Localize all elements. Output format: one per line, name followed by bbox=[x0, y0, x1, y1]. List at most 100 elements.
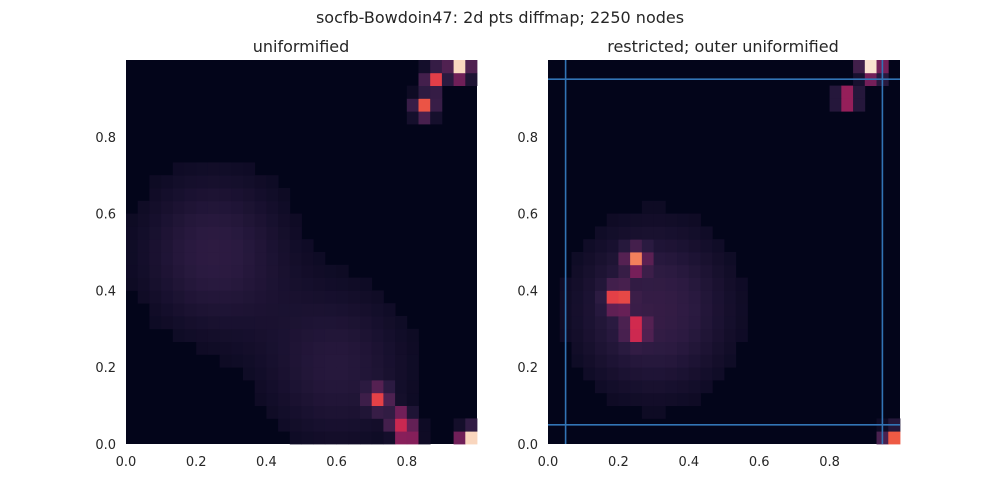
right-heatmap-cell bbox=[665, 316, 678, 330]
left-heatmap-cell bbox=[383, 316, 396, 330]
left-heatmap-cell bbox=[289, 213, 302, 227]
left-heatmap-cell bbox=[348, 380, 361, 394]
right-heatmap-cell bbox=[712, 328, 725, 342]
right-heatmap-cell bbox=[677, 341, 690, 355]
right-heatmap-cell bbox=[571, 316, 584, 330]
left-heatmap-cell bbox=[126, 226, 139, 240]
left-heatmap-cell bbox=[289, 405, 302, 419]
left-heatmap-cell bbox=[149, 252, 162, 266]
left-heatmap-cell bbox=[289, 252, 302, 266]
left-heatmap-cell bbox=[360, 431, 373, 445]
right-heatmap-cell bbox=[724, 252, 737, 266]
right-heatmap-cell bbox=[618, 354, 631, 368]
left-heatmap-cell bbox=[313, 418, 326, 432]
left-heatmap-cell bbox=[301, 431, 314, 445]
left-heatmap-cell bbox=[278, 200, 291, 214]
left-heatmap-cell bbox=[231, 277, 244, 291]
right-heatmap-cell bbox=[618, 277, 631, 291]
left-heatmap-cell bbox=[278, 213, 291, 227]
left-x-tick-label: 0.0 bbox=[116, 455, 137, 470]
left-x-tick-label: 0.4 bbox=[256, 455, 277, 470]
left-heatmap-cell bbox=[278, 392, 291, 406]
left-heatmap-cell bbox=[418, 60, 431, 74]
left-heatmap-cell bbox=[395, 328, 408, 342]
right-heatmap-cell bbox=[583, 341, 596, 355]
left-panel-title: uniformified bbox=[253, 37, 350, 56]
left-heatmap-cell bbox=[324, 418, 337, 432]
left-heatmap-cell bbox=[243, 354, 256, 368]
left-heatmap-cell bbox=[348, 303, 361, 317]
left-heatmap-cell bbox=[219, 341, 232, 355]
right-heatmap-cell bbox=[571, 354, 584, 368]
right-heatmap-cell bbox=[571, 252, 584, 266]
left-heatmap-cell bbox=[149, 264, 162, 278]
left-heatmap-cell bbox=[243, 290, 256, 304]
left-heatmap-cell bbox=[196, 239, 209, 253]
right-heatmap-cell bbox=[712, 367, 725, 381]
left-heatmap-cell bbox=[383, 405, 396, 419]
right-heatmap-cell bbox=[700, 341, 713, 355]
left-heatmap-cell bbox=[406, 85, 419, 99]
left-heatmap-cell bbox=[207, 200, 220, 214]
right-heatmap-cell bbox=[724, 316, 737, 330]
right-heatmap-cell bbox=[700, 277, 713, 291]
right-heatmap-cell bbox=[735, 277, 748, 291]
right-heatmap-cell bbox=[677, 380, 690, 394]
left-x-tick-label: 0.2 bbox=[186, 455, 207, 470]
right-heatmap-cell bbox=[688, 392, 701, 406]
left-heatmap-cell bbox=[336, 264, 349, 278]
left-heatmap-cell bbox=[371, 380, 384, 394]
right-heatmap-cell bbox=[618, 341, 631, 355]
left-heatmap-cell bbox=[172, 162, 185, 176]
left-heatmap-cell bbox=[184, 213, 197, 227]
right-x-tick-label: 0.2 bbox=[608, 455, 629, 470]
left-heatmap-cell bbox=[313, 380, 326, 394]
left-heatmap-cell bbox=[266, 405, 279, 419]
left-heatmap-cell bbox=[137, 213, 150, 227]
left-heatmap-cell bbox=[336, 354, 349, 368]
right-heatmap-cell bbox=[594, 226, 608, 240]
left-heatmap-cell bbox=[395, 380, 408, 394]
right-heatmap-cell bbox=[618, 226, 631, 240]
left-heatmap-cell bbox=[219, 277, 232, 291]
left-heatmap-cell bbox=[360, 405, 373, 419]
left-heatmap-cell bbox=[266, 316, 279, 330]
right-heatmap-cell bbox=[641, 290, 654, 304]
left-heatmap-cell bbox=[336, 277, 349, 291]
left-heatmap-cell bbox=[254, 252, 267, 266]
right-y-tick-label: 0.2 bbox=[517, 361, 538, 376]
left-heatmap-cell bbox=[301, 354, 314, 368]
left-heatmap-cell bbox=[395, 367, 408, 381]
left-heatmap-cell bbox=[348, 354, 361, 368]
left-heatmap-cell bbox=[418, 431, 431, 445]
right-heatmap-cell bbox=[677, 277, 690, 291]
left-heatmap-cell bbox=[465, 431, 478, 445]
right-heatmap-cell bbox=[677, 316, 690, 330]
left-heatmap-cell bbox=[301, 405, 314, 419]
right-heatmap-cell bbox=[594, 252, 608, 266]
right-heatmap-cell bbox=[677, 226, 690, 240]
right-heatmap-cell bbox=[688, 354, 701, 368]
right-heatmap-cell bbox=[583, 239, 596, 253]
left-heatmap-cell bbox=[243, 303, 256, 317]
right-heatmap-cell bbox=[630, 290, 643, 304]
left-heatmap-cell bbox=[172, 200, 185, 214]
left-heatmap-cell bbox=[406, 418, 419, 432]
left-heatmap-cell bbox=[161, 316, 174, 330]
left-heatmap-cell bbox=[301, 380, 314, 394]
right-heatmap-cell bbox=[677, 328, 690, 342]
left-heatmap-cell bbox=[324, 392, 337, 406]
right-heatmap-cell bbox=[688, 277, 701, 291]
left-heatmap-cell bbox=[254, 213, 267, 227]
left-heatmap-cell bbox=[383, 392, 396, 406]
left-heatmap-cell bbox=[348, 418, 361, 432]
left-heatmap-cell bbox=[219, 162, 232, 176]
right-heatmap-cell bbox=[630, 392, 643, 406]
left-heatmap-cell bbox=[184, 316, 197, 330]
left-heatmap-cell bbox=[348, 392, 361, 406]
right-heatmap-cell bbox=[864, 60, 877, 74]
left-heatmap-cell bbox=[289, 328, 302, 342]
left-heatmap-cell bbox=[172, 175, 185, 189]
left-heatmap-cell bbox=[254, 277, 267, 291]
